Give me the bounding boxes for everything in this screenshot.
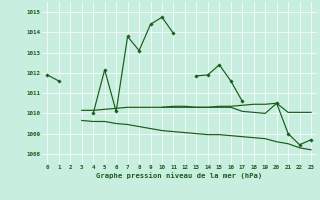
X-axis label: Graphe pression niveau de la mer (hPa): Graphe pression niveau de la mer (hPa): [96, 172, 262, 179]
